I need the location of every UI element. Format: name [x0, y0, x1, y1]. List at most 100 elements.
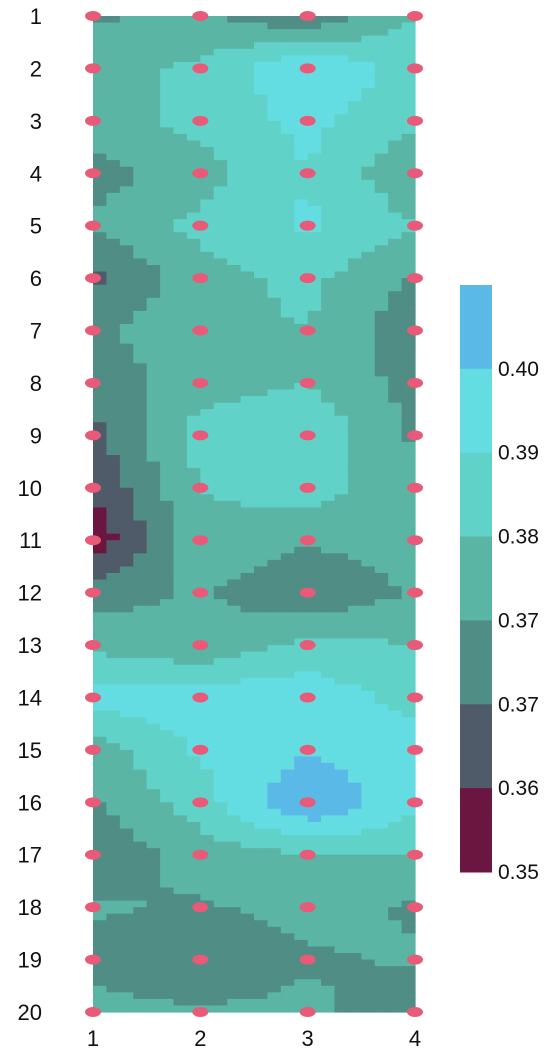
contour-cell: [93, 835, 108, 843]
contour-cell: [93, 572, 108, 581]
contour-cell: [186, 422, 201, 430]
contour-cell: [160, 546, 175, 554]
contour-cell: [374, 88, 389, 96]
contour-cell: [186, 173, 201, 181]
contour-cell: [334, 717, 349, 725]
contour-cell: [186, 494, 201, 502]
sample-point: [299, 797, 316, 808]
contour-cell: [388, 874, 403, 882]
contour-cell: [240, 848, 255, 856]
contour-cell: [106, 55, 121, 63]
contour-cell: [227, 101, 242, 109]
contour-cell: [321, 953, 336, 961]
contour-cell: [119, 330, 134, 338]
contour-cell: [347, 35, 362, 43]
contour-cell: [294, 291, 309, 299]
contour-cell: [119, 527, 134, 535]
contour-cell: [388, 74, 403, 83]
contour-cell: [133, 959, 148, 967]
contour-cell: [146, 494, 161, 502]
contour-cell: [119, 42, 134, 50]
contour-cell: [361, 343, 376, 351]
contour-cell: [186, 966, 201, 974]
contour-cell: [254, 199, 269, 207]
contour-cell: [173, 939, 188, 948]
sample-point: [85, 1007, 101, 1017]
contour-cell: [173, 802, 188, 810]
contour-cell: [200, 704, 215, 712]
contour-cell: [280, 586, 295, 594]
contour-cell: [254, 730, 269, 738]
contour-cell: [240, 736, 255, 744]
contour-cell: [106, 789, 121, 797]
contour-cell: [240, 723, 255, 731]
contour-cell: [361, 540, 376, 548]
contour-cell: [294, 546, 309, 554]
contour-cell: [388, 337, 403, 345]
contour-cell: [160, 861, 175, 869]
contour-cell: [200, 68, 215, 76]
contour-cell: [347, 802, 362, 810]
contour-cell: [388, 808, 403, 817]
contour-cell: [254, 278, 269, 286]
contour-cell: [240, 815, 255, 823]
contour-cell: [388, 428, 403, 436]
contour-cell: [374, 474, 389, 482]
contour-cell: [160, 769, 175, 777]
contour-cell: [374, 861, 389, 869]
contour-cell: [347, 192, 362, 201]
contour-cell: [307, 913, 322, 921]
contour-cell: [106, 291, 121, 299]
contour-cell: [146, 428, 161, 436]
contour-cell: [106, 94, 121, 102]
contour-cell: [200, 415, 215, 423]
contour-cell: [213, 415, 228, 423]
contour-cell: [347, 763, 362, 771]
contour-cell: [307, 514, 322, 522]
contour-cell: [361, 874, 376, 882]
contour-cell: [93, 763, 108, 771]
contour-cell: [280, 533, 295, 541]
contour-cell: [146, 671, 161, 679]
contour-cell: [374, 382, 389, 391]
contour-cell: [173, 998, 188, 1007]
y-tick-label: 16: [18, 790, 42, 815]
contour-cell: [133, 166, 148, 174]
contour-cell: [334, 448, 349, 456]
contour-cell: [106, 435, 121, 443]
contour-cell: [227, 61, 242, 70]
contour-cell: [374, 933, 389, 941]
contour-cell: [267, 199, 282, 207]
contour-cell: [186, 697, 201, 705]
contour-cell: [347, 448, 362, 456]
contour-cell: [173, 192, 188, 201]
contour-cell: [240, 487, 255, 495]
contour-cell: [227, 389, 242, 397]
contour-cell: [119, 638, 134, 646]
contour-cell: [200, 959, 215, 967]
contour-cell: [267, 533, 282, 541]
contour-cell: [160, 795, 175, 803]
contour-cell: [227, 343, 242, 351]
contour-cell: [294, 992, 309, 1000]
contour-cell: [321, 533, 336, 541]
contour-cell: [280, 776, 295, 784]
contour-cell: [227, 186, 242, 194]
contour-cell: [146, 29, 161, 37]
contour-cell: [307, 671, 322, 679]
contour-cell: [280, 690, 295, 699]
contour-cell: [200, 645, 215, 653]
contour-cell: [93, 533, 108, 541]
contour-cell: [240, 323, 255, 332]
contour-cell: [347, 808, 362, 817]
contour-cell: [93, 219, 108, 227]
contour-cell: [388, 232, 403, 240]
contour-cell: [93, 500, 108, 509]
contour-cell: [119, 612, 134, 620]
contour-cell: [347, 284, 362, 292]
contour-cell: [361, 841, 376, 849]
contour-cell: [146, 959, 161, 967]
contour-cell: [334, 389, 349, 397]
contour-cell: [334, 206, 349, 214]
contour-cell: [361, 481, 376, 489]
